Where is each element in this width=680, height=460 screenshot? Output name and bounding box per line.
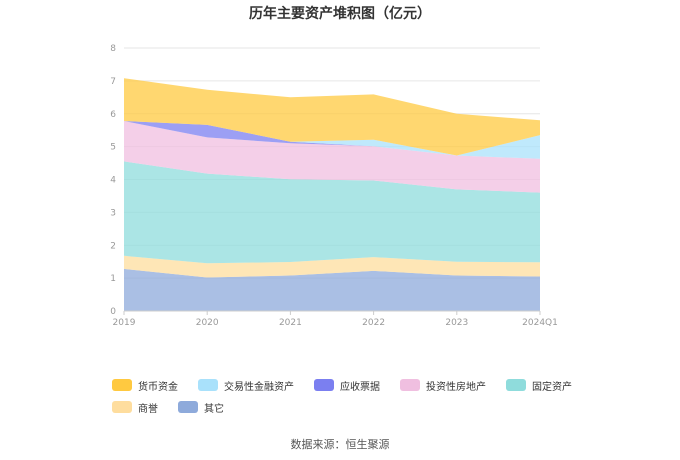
legend-label: 固定资产	[532, 381, 572, 393]
area-0	[124, 268, 540, 311]
legend-swatch	[314, 379, 334, 391]
area-4	[124, 121, 540, 159]
area-6	[124, 78, 540, 156]
x-tick-label: 2021	[279, 318, 302, 328]
legend-item[interactable]: 商誉	[112, 400, 158, 415]
area-5	[124, 121, 540, 159]
legend-swatch	[400, 379, 420, 391]
area-3	[124, 121, 540, 193]
y-tick-label: 4	[110, 176, 116, 186]
y-tick-label: 3	[110, 208, 116, 218]
legend-item[interactable]: 投资性房地产	[400, 378, 486, 393]
y-tick-label: 0	[110, 307, 116, 317]
legend-label: 货币资金	[138, 381, 178, 393]
y-tick-label: 7	[110, 77, 116, 87]
x-tick-label: 2023	[445, 318, 468, 328]
legend-item[interactable]: 交易性金融资产	[198, 378, 294, 393]
area-2	[124, 161, 540, 264]
legend: 货币资金 交易性金融资产 应收票据 投资性房地产 固定资产商誉 其它	[112, 378, 592, 415]
legend-label: 投资性房地产	[426, 381, 486, 393]
legend-label: 交易性金融资产	[224, 381, 294, 393]
chart-title: 历年主要资产堆积图（亿元）	[249, 5, 431, 22]
legend-swatch	[506, 379, 526, 391]
area-1	[124, 255, 540, 278]
legend-item[interactable]: 固定资产	[506, 378, 572, 393]
area-series	[124, 78, 540, 311]
data-source-label: 数据来源：恒生聚源	[290, 438, 390, 451]
legend-item[interactable]: 其它	[178, 400, 224, 415]
x-tick-label: 2022	[362, 318, 385, 328]
legend-swatch	[178, 401, 198, 413]
axes: 0 1 2 3 4 5 6 7 8 2019 2020 2021 2022 2023 2024Q1	[110, 44, 558, 328]
y-tick-label: 1	[110, 274, 116, 284]
y-tick-label: 5	[110, 143, 116, 153]
y-tick-label: 8	[110, 44, 116, 54]
legend-label: 应收票据	[340, 381, 380, 393]
legend-swatch	[198, 379, 218, 391]
x-tick-label: 2024Q1	[522, 318, 558, 328]
x-tick-label: 2019	[113, 318, 136, 328]
legend-label: 其它	[204, 403, 224, 415]
y-tick-label: 6	[110, 110, 116, 120]
legend-swatch	[112, 379, 132, 391]
legend-item[interactable]: 货币资金	[112, 378, 178, 393]
x-tick-label: 2020	[196, 318, 219, 328]
legend-swatch	[112, 401, 132, 413]
legend-label: 商誉	[138, 403, 158, 415]
y-tick-label: 2	[110, 241, 116, 251]
legend-item[interactable]: 应收票据	[314, 378, 380, 393]
